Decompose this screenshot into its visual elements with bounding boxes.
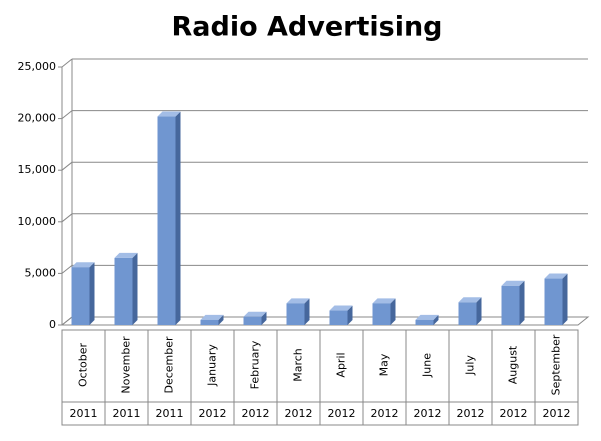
bar-side <box>175 111 181 325</box>
bar <box>157 116 176 325</box>
bar-side <box>304 298 310 325</box>
bar-top <box>329 305 353 311</box>
bar-side <box>347 305 353 325</box>
y-tick-label: 25,000 <box>18 60 57 73</box>
bar <box>458 302 477 325</box>
x-tick-label: March <box>292 348 305 382</box>
x-group-label: 2011 <box>70 407 98 420</box>
bar-top <box>372 298 396 304</box>
y-tick-label: 0 <box>49 318 56 331</box>
x-tick-label: July <box>464 355 477 376</box>
y-tick-label: 20,000 <box>18 112 57 125</box>
y-tick-label: 5,000 <box>25 266 57 279</box>
bar-top <box>415 314 439 320</box>
grid-line <box>61 213 73 223</box>
x-group-label: 2011 <box>156 407 184 420</box>
x-group-label: 2012 <box>500 407 528 420</box>
bar-side <box>562 273 568 325</box>
x-tick-label: June <box>421 353 434 378</box>
grid-line <box>61 316 73 326</box>
bar-top <box>157 111 181 117</box>
grid-line <box>61 110 73 119</box>
bar <box>114 257 133 325</box>
x-group-label: 2011 <box>113 407 141 420</box>
bar <box>329 310 348 325</box>
bar-top <box>114 252 138 258</box>
x-group-label: 2012 <box>371 407 399 420</box>
bar-top <box>71 262 95 268</box>
x-tick-label: May <box>378 353 391 376</box>
x-group-label: 2012 <box>285 407 313 420</box>
grid-line <box>61 265 73 274</box>
bar <box>544 278 563 325</box>
bar-top <box>501 280 525 286</box>
bar-top <box>544 273 568 279</box>
chart-title: Radio Advertising <box>171 12 442 43</box>
x-tick-label: October <box>77 343 90 387</box>
bar-side <box>89 262 95 325</box>
x-tick-label: April <box>335 352 348 377</box>
x-group-label: 2012 <box>414 407 442 420</box>
x-group-label: 2012 <box>457 407 485 420</box>
bar <box>372 303 391 325</box>
bar-top <box>458 297 482 303</box>
x-group-label: 2012 <box>199 407 227 420</box>
bar <box>200 319 219 325</box>
x-group-label: 2012 <box>543 407 571 420</box>
bar-top <box>286 298 310 304</box>
bar-side <box>433 314 439 325</box>
x-tick-label: August <box>507 345 520 384</box>
bar-side <box>218 314 224 325</box>
bar-side <box>390 298 396 325</box>
y-tick-label: 10,000 <box>18 215 57 228</box>
y-tick-label: 15,000 <box>18 163 57 176</box>
x-tick-label: September <box>550 334 563 395</box>
bar-top <box>243 311 267 317</box>
bar <box>501 285 520 325</box>
bar-side <box>519 280 525 325</box>
bar-side <box>476 297 482 325</box>
x-tick-label: January <box>206 344 219 387</box>
bar-side <box>261 311 267 325</box>
x-tick-label: February <box>249 340 262 389</box>
x-tick-label: December <box>163 336 176 394</box>
bar-side <box>132 252 138 325</box>
grid-line <box>61 58 73 68</box>
bar <box>71 267 90 325</box>
bar-top <box>200 314 224 320</box>
bar <box>415 319 434 325</box>
bar <box>243 316 262 325</box>
bar <box>286 303 305 325</box>
grid-line <box>61 161 73 171</box>
x-group-label: 2012 <box>242 407 270 420</box>
x-tick-label: November <box>120 336 133 394</box>
x-group-label: 2012 <box>328 407 356 420</box>
